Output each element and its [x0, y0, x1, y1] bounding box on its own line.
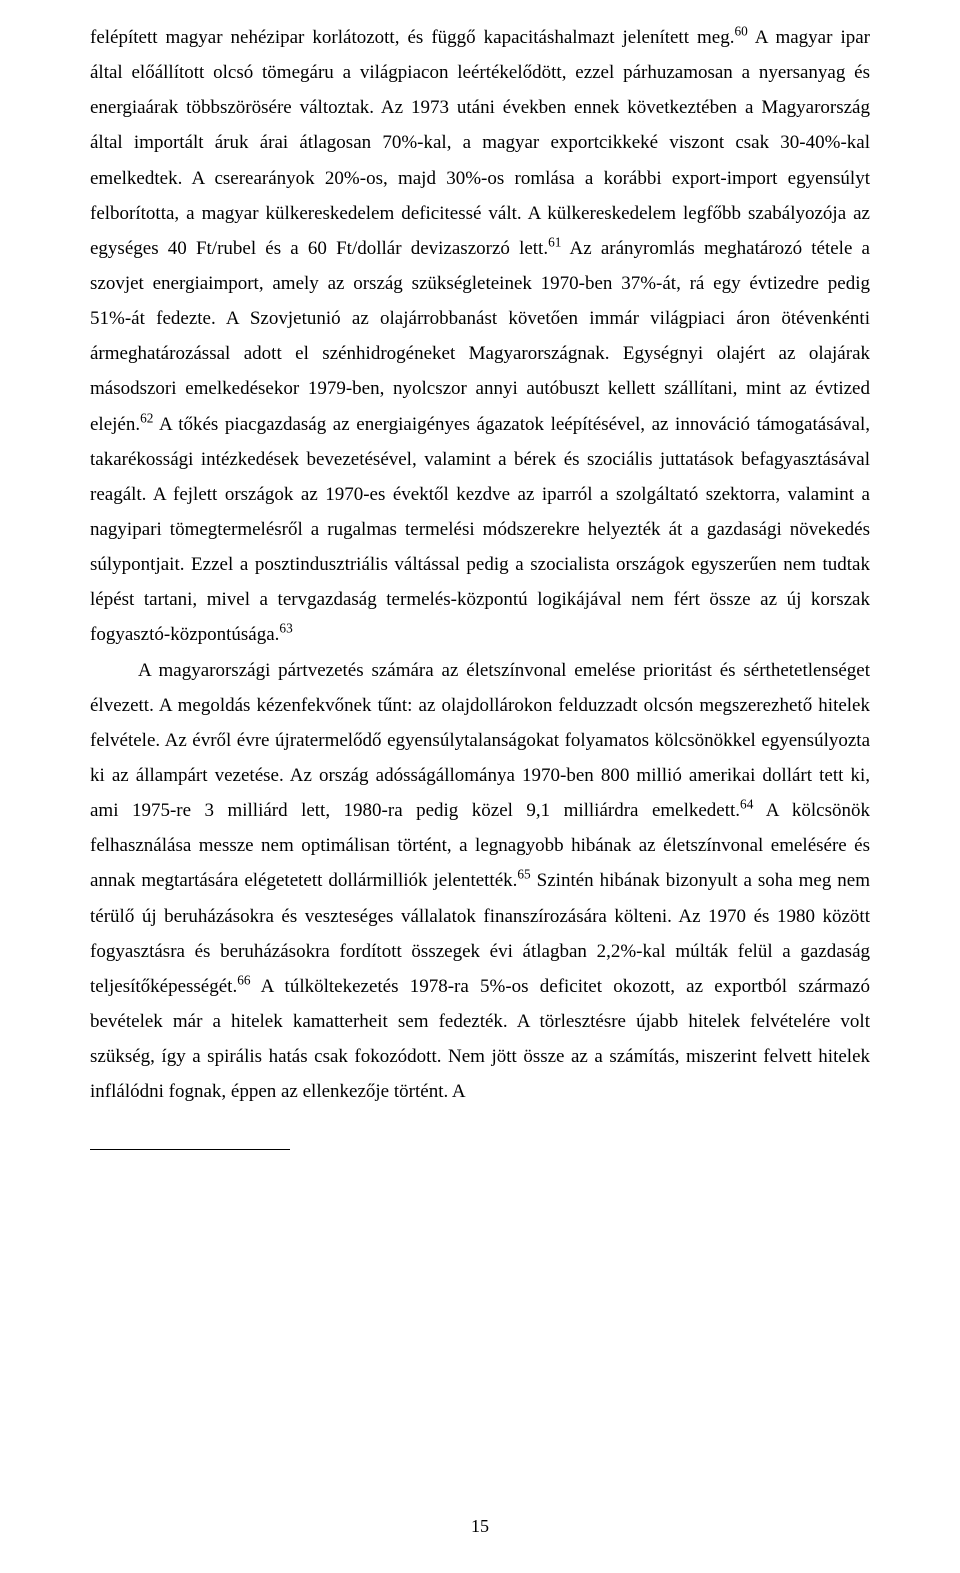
- footnote-separator: [90, 1149, 290, 1150]
- p1-text-c: Az arányromlás meghatározó tétele a szov…: [90, 238, 870, 435]
- footnote-ref-60: 60: [734, 24, 747, 39]
- p1-text-d: A tőkés piacgazdaság az energiaigényes á…: [90, 414, 870, 646]
- footnote-ref-61: 61: [548, 235, 561, 250]
- footnote-ref-62: 62: [140, 410, 153, 425]
- footnote-ref-65: 65: [517, 867, 530, 882]
- paragraph-2: A magyarországi pártvezetés számára az é…: [90, 653, 870, 1110]
- footnote-ref-64: 64: [740, 797, 753, 812]
- p1-text-a: felépített magyar nehézipar korlátozott,…: [90, 27, 734, 48]
- document-page: felépített magyar nehézipar korlátozott,…: [0, 0, 960, 1573]
- p1-text-b: A magyar ipar által előállított olcsó tö…: [90, 27, 870, 259]
- paragraph-1: felépített magyar nehézipar korlátozott,…: [90, 20, 870, 653]
- footnote-ref-66: 66: [237, 972, 250, 987]
- page-number: 15: [90, 1510, 870, 1543]
- footnote-ref-63: 63: [279, 621, 292, 636]
